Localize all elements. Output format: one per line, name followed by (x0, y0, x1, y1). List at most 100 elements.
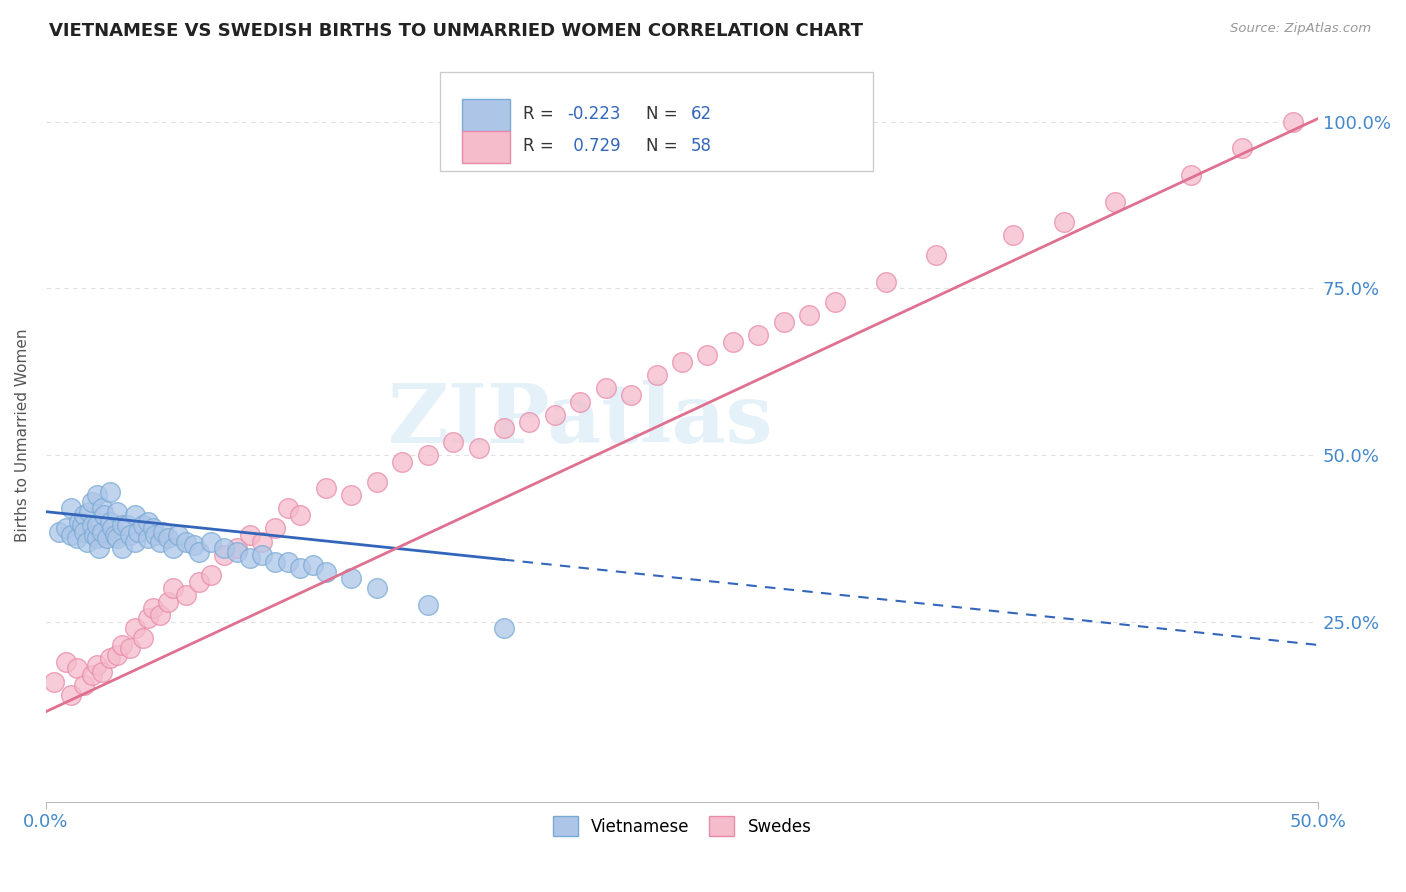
Point (67, 515, 90, 529)
Point (86, 532, 108, 546)
Point (91, 524, 114, 539)
Text: N =: N = (647, 105, 683, 123)
Point (569, 394, 592, 409)
Point (105, 648, 128, 662)
Text: R =: R = (523, 105, 560, 123)
Point (277, 501, 299, 516)
Point (86, 488, 108, 502)
Point (76, 534, 98, 549)
Point (149, 534, 172, 549)
Point (925, 248, 948, 262)
Point (277, 555, 299, 569)
Point (96, 532, 118, 546)
Text: N =: N = (647, 137, 683, 155)
Point (60, 528, 83, 542)
Text: 62: 62 (690, 105, 711, 123)
FancyBboxPatch shape (440, 72, 873, 171)
Point (48, 524, 70, 539)
Bar (463, 99, 510, 131)
Point (467, 442, 489, 456)
Point (105, 505, 128, 519)
Point (1001, 228, 1024, 243)
Point (747, 328, 769, 343)
Point (86, 657, 108, 672)
Point (98, 651, 121, 665)
Point (65, 532, 87, 546)
Point (824, 294, 846, 309)
Point (98, 484, 121, 499)
Point (187, 574, 209, 589)
Point (238, 528, 260, 542)
Point (1230, 141, 1253, 155)
Point (124, 508, 146, 522)
Point (544, 408, 567, 422)
Point (86, 518, 108, 533)
Point (519, 415, 541, 429)
Point (162, 541, 184, 556)
Point (105, 532, 128, 546)
Point (83, 528, 105, 542)
Text: VIETNAMESE VS SWEDISH BIRTHS TO UNMARRIED WOMEN CORRELATION CHART: VIETNAMESE VS SWEDISH BIRTHS TO UNMARRIE… (49, 22, 863, 40)
Point (73, 508, 96, 522)
Text: 0.729: 0.729 (568, 137, 620, 155)
Point (73, 524, 96, 539)
Text: R =: R = (523, 137, 560, 155)
Point (111, 638, 134, 652)
Point (93, 508, 115, 522)
Point (118, 641, 141, 656)
Point (80, 518, 103, 533)
Point (77, 505, 100, 519)
Point (441, 434, 464, 449)
Point (772, 315, 794, 329)
Point (200, 534, 222, 549)
Point (124, 534, 146, 549)
Point (290, 561, 312, 575)
Point (875, 275, 897, 289)
Point (212, 541, 235, 556)
Point (60, 688, 83, 702)
Point (264, 521, 287, 535)
Point (252, 548, 274, 562)
Point (131, 518, 153, 533)
Point (645, 368, 668, 382)
Point (671, 355, 693, 369)
Point (1180, 168, 1202, 182)
Point (238, 551, 260, 566)
Point (212, 548, 235, 562)
Point (225, 541, 247, 556)
Point (80, 668, 103, 682)
Point (416, 448, 439, 462)
Point (70, 518, 93, 533)
Point (595, 381, 617, 395)
Point (60, 501, 83, 516)
Point (101, 521, 124, 535)
Point (264, 555, 287, 569)
Point (1104, 194, 1126, 209)
Point (799, 308, 821, 322)
Point (42, 674, 65, 689)
Point (89, 541, 111, 556)
Point (252, 534, 274, 549)
Point (492, 421, 515, 435)
Point (127, 524, 149, 539)
Bar (463, 131, 510, 163)
Point (620, 388, 643, 402)
Text: -0.223: -0.223 (568, 105, 621, 123)
Point (104, 528, 127, 542)
Point (315, 565, 337, 579)
Point (111, 541, 134, 556)
Point (183, 538, 205, 552)
Point (340, 488, 363, 502)
Point (131, 632, 153, 646)
Point (225, 544, 247, 558)
Point (1281, 115, 1303, 129)
Point (366, 475, 388, 489)
Point (174, 534, 197, 549)
Point (167, 528, 190, 542)
Point (366, 582, 388, 596)
Point (416, 598, 439, 612)
Point (117, 518, 139, 533)
Point (696, 348, 718, 362)
Point (142, 521, 165, 535)
Point (492, 621, 515, 635)
